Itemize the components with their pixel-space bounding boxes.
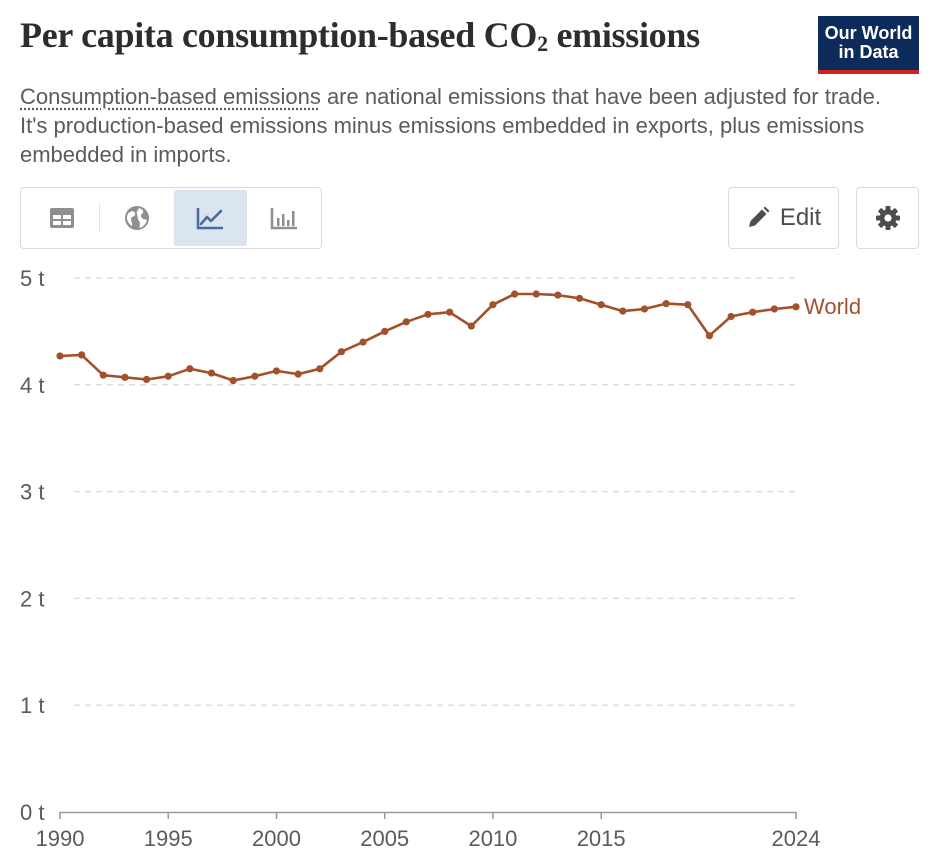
- data-point[interactable]: [186, 365, 194, 373]
- bar-chart-icon: [270, 208, 298, 230]
- x-tick-label: 2005: [360, 826, 409, 851]
- data-point[interactable]: [78, 351, 86, 359]
- pencil-icon: [748, 206, 770, 227]
- tab-divider: [98, 204, 100, 232]
- data-point[interactable]: [727, 312, 735, 321]
- data-point[interactable]: [792, 303, 800, 311]
- logo-line-1: Our World: [824, 23, 913, 43]
- x-tick-label: 2010: [468, 826, 517, 851]
- tab-bar-chart[interactable]: [247, 190, 321, 246]
- data-point[interactable]: [207, 369, 216, 377]
- chart-title: Per capita consumption-based CO2 emissio…: [20, 14, 700, 57]
- x-tick-label: 1995: [144, 826, 193, 851]
- x-tick-label: 2015: [577, 826, 626, 851]
- data-point[interactable]: [705, 332, 714, 340]
- definition-link[interactable]: Consumption-based emissions: [20, 84, 321, 109]
- data-point[interactable]: [467, 322, 475, 330]
- data-point[interactable]: [337, 348, 346, 356]
- data-point[interactable]: [121, 373, 129, 381]
- title-tail: emissions: [547, 15, 700, 55]
- data-point[interactable]: [99, 371, 107, 379]
- chart-subtitle: Consumption-based emissions are national…: [20, 82, 900, 169]
- data-point[interactable]: [229, 376, 237, 385]
- data-point[interactable]: [359, 338, 367, 346]
- data-point[interactable]: [749, 308, 757, 316]
- data-point[interactable]: [164, 372, 172, 380]
- line-chart-icon: [197, 208, 224, 230]
- data-point[interactable]: [575, 294, 584, 302]
- data-point[interactable]: [251, 372, 259, 380]
- data-point[interactable]: [597, 301, 605, 309]
- gear-icon: [875, 206, 900, 230]
- x-tick-label: 2024: [772, 826, 821, 851]
- gridlines: [74, 277, 796, 706]
- x-tick-label: 2000: [252, 826, 301, 851]
- data-point[interactable]: [640, 305, 649, 313]
- y-tick-label: 3 t: [20, 480, 44, 505]
- data-point[interactable]: [381, 327, 389, 335]
- tab-map[interactable]: [100, 190, 174, 246]
- data-point[interactable]: [554, 291, 562, 299]
- y-tick-label: 1 t: [20, 693, 44, 718]
- data-point[interactable]: [142, 375, 151, 384]
- data-point[interactable]: [489, 301, 497, 309]
- data-point[interactable]: [684, 301, 692, 309]
- settings-button[interactable]: [856, 187, 919, 249]
- y-tick-label: 5 t: [20, 266, 44, 291]
- edit-button-label: Edit: [779, 204, 822, 231]
- data-point[interactable]: [770, 305, 778, 313]
- data-point[interactable]: [424, 310, 432, 318]
- data-point[interactable]: [662, 300, 670, 308]
- view-tabs: [20, 187, 322, 249]
- data-point[interactable]: [619, 307, 627, 315]
- data-point[interactable]: [510, 290, 519, 298]
- table-icon: [49, 208, 74, 228]
- title-subscript: 2: [537, 31, 548, 56]
- y-tick-label: 4 t: [20, 373, 44, 398]
- title-main: Per capita consumption-based CO: [20, 15, 538, 55]
- data-point[interactable]: [56, 352, 64, 360]
- subtitle-text: are national emissions that have been ad…: [20, 84, 881, 167]
- logo-line-2: in Data: [838, 42, 899, 62]
- axes: 0 t 1 t 2 t 3 t 4 t 5 t 1990 1995 2000 2005 2010 20…: [20, 266, 820, 851]
- data-point[interactable]: [294, 370, 302, 378]
- y-tick-label: 0 t: [20, 800, 44, 825]
- data-point[interactable]: [272, 367, 281, 375]
- x-tick-label: 1990: [36, 826, 85, 851]
- data-point[interactable]: [402, 318, 410, 326]
- data-point[interactable]: [446, 308, 454, 316]
- globe-icon: [124, 206, 149, 230]
- owid-logo[interactable]: Our World in Data: [818, 16, 919, 74]
- data-point[interactable]: [532, 290, 540, 298]
- series-layer[interactable]: World: [56, 290, 861, 385]
- series-label[interactable]: World: [804, 294, 861, 319]
- tab-line-chart[interactable]: [173, 190, 248, 246]
- data-point[interactable]: [316, 365, 324, 373]
- y-tick-label: 2 t: [20, 586, 44, 611]
- edit-button[interactable]: Edit: [728, 187, 839, 249]
- tab-table[interactable]: [25, 190, 99, 246]
